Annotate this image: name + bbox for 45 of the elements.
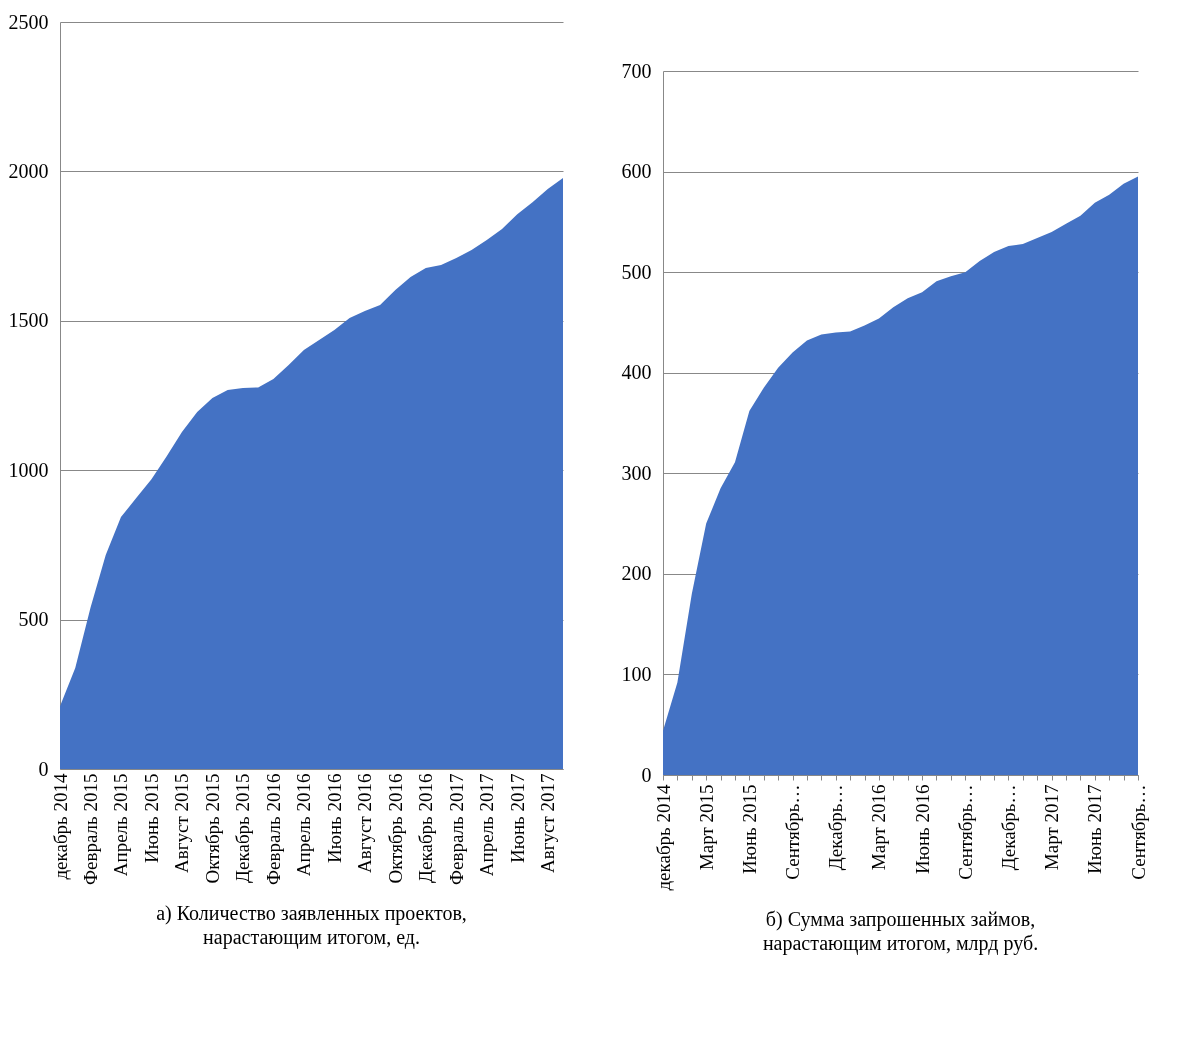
x-tick-label: Март 2017 xyxy=(1041,784,1063,871)
x-tick-label: Июнь 2016 xyxy=(911,784,933,874)
x-tick-label: Апрель 2017 xyxy=(476,773,498,877)
x-tick-label: Сентябрь… xyxy=(954,784,976,880)
x-tick-label: Сентябрь… xyxy=(1127,784,1149,880)
x-tick-label: Июнь 2015 xyxy=(738,784,760,874)
x-tick-label: Декабрь… xyxy=(997,784,1019,871)
x-tick-label: Июнь 2015 xyxy=(140,773,162,863)
y-tick-label: 2000 xyxy=(8,159,49,182)
x-tick-label: Апрель 2016 xyxy=(293,773,315,877)
x-tick-label: Октябрь 2016 xyxy=(384,773,406,884)
x-tick-label: Август 2016 xyxy=(354,773,376,873)
text: б) Сумма запрошенных займов, нарастающим итогом, млрд руб. xyxy=(762,908,1039,956)
y-tick-label: 0 xyxy=(38,757,49,780)
x-tick-label: Декабрь 2015 xyxy=(232,773,254,884)
x-tick-label: Август 2017 xyxy=(537,773,559,873)
x-tick-label: декабрь 2014 xyxy=(49,773,71,880)
x-tick-label: Декабрь 2016 xyxy=(415,773,437,884)
x-tick-label: Апрель 2015 xyxy=(110,773,132,877)
y-tick-label: 100 xyxy=(621,662,652,685)
x-tick-label: Июнь 2017 xyxy=(506,773,528,863)
x-tick-label: Июнь 2017 xyxy=(1084,784,1106,874)
x-tick-label: Сентябрь… xyxy=(782,784,804,880)
y-tick-label: 300 xyxy=(621,461,652,484)
x-tick-label: Март 2015 xyxy=(695,784,717,871)
x-tick-label: Декабрь… xyxy=(825,784,847,871)
y-tick-label: 600 xyxy=(621,160,652,183)
x-tick-label: Июнь 2016 xyxy=(323,773,345,863)
y-tick-label: 700 xyxy=(621,59,652,82)
x-tick-label: Октябрь 2015 xyxy=(201,773,223,884)
text: а) Количество заявленных проектов, нарастающим итогом, ед. xyxy=(156,902,467,950)
x-tick-label: Февраль 2016 xyxy=(262,773,284,885)
y-tick-label: 2500 xyxy=(8,10,49,33)
x-tick-label: Март 2016 xyxy=(868,784,890,871)
y-tick-label: 1500 xyxy=(8,309,49,332)
y-tick-label: 200 xyxy=(621,562,652,585)
y-tick-label: 0 xyxy=(641,763,652,786)
x-tick-label: декабрь 2014 xyxy=(652,784,674,891)
y-tick-label: 1000 xyxy=(8,458,49,481)
x-tick-label: Февраль 2015 xyxy=(79,773,101,885)
y-tick-label: 500 xyxy=(18,608,49,631)
x-tick-label: Август 2015 xyxy=(171,773,193,873)
y-tick-label: 400 xyxy=(621,361,652,384)
x-tick-label: Февраль 2017 xyxy=(445,773,467,885)
y-tick-label: 500 xyxy=(621,260,652,283)
